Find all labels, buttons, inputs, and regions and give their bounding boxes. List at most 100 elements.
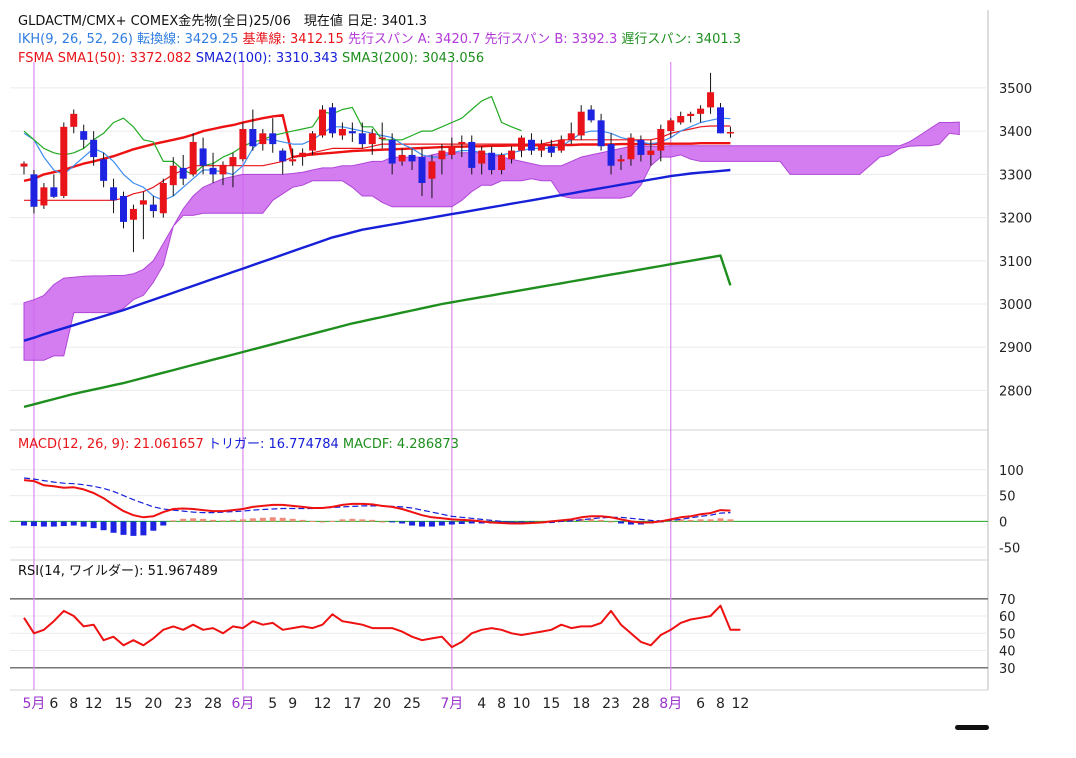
- macdf-bar: [458, 521, 465, 524]
- trigger-line: [23, 477, 731, 524]
- candle-body: [348, 131, 356, 134]
- candle-body: [617, 159, 625, 162]
- macdf-bar: [677, 519, 684, 522]
- sma2-line: [23, 168, 731, 342]
- candle-body: [697, 108, 705, 114]
- macdf-bar: [339, 519, 346, 522]
- sma3-label: SMA3(200): 3043.056: [342, 51, 485, 66]
- candle-body: [149, 204, 157, 212]
- macdf-bar: [707, 519, 714, 522]
- price-tick-label: 3100: [999, 255, 1032, 270]
- macdf-bar: [478, 521, 485, 524]
- macdf-bar: [518, 521, 525, 523]
- candle-body: [70, 113, 78, 127]
- macdf-bar: [30, 521, 37, 527]
- date-tick-label: 7月: [440, 696, 463, 712]
- candlesticks: [20, 72, 734, 253]
- candle-body: [289, 159, 297, 162]
- candle-body: [707, 92, 715, 108]
- macdf-bar: [289, 518, 296, 522]
- macdf-bar: [229, 519, 236, 522]
- candle-body: [717, 107, 724, 134]
- macdf-bar: [140, 521, 147, 536]
- candle-body: [50, 187, 58, 197]
- macdf-bar: [190, 518, 197, 522]
- macdf-bar: [150, 521, 157, 531]
- sma3-line: [23, 254, 732, 409]
- candle-body: [547, 146, 555, 153]
- macdf-bar: [80, 521, 87, 527]
- candle-body: [20, 163, 28, 167]
- horizontal-scrollbar[interactable]: [955, 725, 989, 730]
- candle-body: [129, 208, 137, 220]
- date-tick-label: 25: [403, 696, 421, 712]
- macdf-bar: [220, 520, 226, 522]
- kijun-label: 基準線: 3412.15: [242, 32, 344, 47]
- candle-body: [577, 111, 585, 136]
- candle-body: [408, 154, 416, 162]
- macdf-bar: [468, 521, 475, 524]
- date-tick-label: 12: [85, 696, 103, 712]
- date-tick-label: 9: [288, 696, 297, 712]
- candle-body: [169, 165, 177, 186]
- date-tick-label: 28: [632, 696, 650, 712]
- grid-lines: [10, 10, 989, 691]
- macdf-bar: [160, 521, 167, 526]
- macdf-bar: [110, 521, 117, 533]
- date-tick-label: 23: [174, 696, 192, 712]
- candle-body: [279, 150, 287, 162]
- span-a-label: 先行スパン A: 3420.7: [347, 32, 481, 47]
- date-tick-label: 6月: [231, 696, 254, 712]
- macdf-bar: [100, 521, 107, 531]
- kumo-cloud: [23, 121, 960, 361]
- macdf-bar: [379, 521, 386, 523]
- candle-body: [110, 187, 118, 201]
- macdf-bar: [269, 517, 276, 522]
- macdf-bar: [608, 521, 615, 523]
- candle-body: [607, 144, 615, 166]
- candle-body: [478, 150, 486, 164]
- macdf-bar: [309, 520, 316, 522]
- macdf-bar: [120, 521, 127, 535]
- macdf-bar: [359, 519, 366, 522]
- macdf-bar: [90, 521, 97, 529]
- candle-body: [398, 154, 406, 162]
- macdf-bar: [349, 518, 356, 522]
- candle-body: [368, 133, 376, 145]
- macd-legend: MACD(12, 26, 9): 21.061657 トリガー: 16.7747…: [18, 437, 459, 453]
- candle-body: [299, 152, 307, 158]
- rsi-line: [23, 604, 741, 649]
- macdf-bar: [239, 519, 246, 522]
- macd-tick-label: 50: [999, 490, 1016, 505]
- candle-body: [179, 167, 187, 179]
- candle-body: [60, 126, 68, 196]
- tenkan-line: [23, 117, 731, 201]
- sma1-label: FSMA SMA1(50): 3372.082: [18, 51, 192, 66]
- candle-body: [647, 150, 655, 155]
- macdf-bar: [200, 518, 207, 522]
- date-tick-label: 20: [373, 696, 391, 712]
- macdf-bar: [697, 519, 704, 522]
- ichimoku-legend: IKH(9, 26, 52, 26) 転換線: 3429.25 基準線: 341…: [18, 32, 741, 48]
- candle-body: [249, 128, 257, 147]
- macdf-bar: [389, 521, 396, 523]
- chikou-label: 遅行スパン: 3401.3: [621, 32, 742, 47]
- candle-body: [458, 141, 466, 145]
- price-tick-label: 3000: [999, 298, 1032, 313]
- date-tick-label: 17: [343, 696, 361, 712]
- candle-body: [667, 120, 675, 132]
- candle-body: [627, 137, 635, 160]
- macdf-bar: [419, 521, 425, 527]
- candle-body: [100, 159, 108, 181]
- candle-body: [239, 128, 247, 160]
- price-tick-label: 3300: [999, 168, 1032, 183]
- candle-body: [80, 131, 88, 140]
- date-tick-label: 12: [314, 696, 332, 712]
- macdf-bar: [448, 521, 455, 525]
- sma2-label: SMA2(100): 3310.343: [195, 51, 338, 66]
- macdf-bar: [279, 517, 286, 522]
- candle-body: [726, 132, 734, 134]
- macdf-bar: [369, 519, 376, 522]
- price-tick-label: 3400: [999, 125, 1032, 140]
